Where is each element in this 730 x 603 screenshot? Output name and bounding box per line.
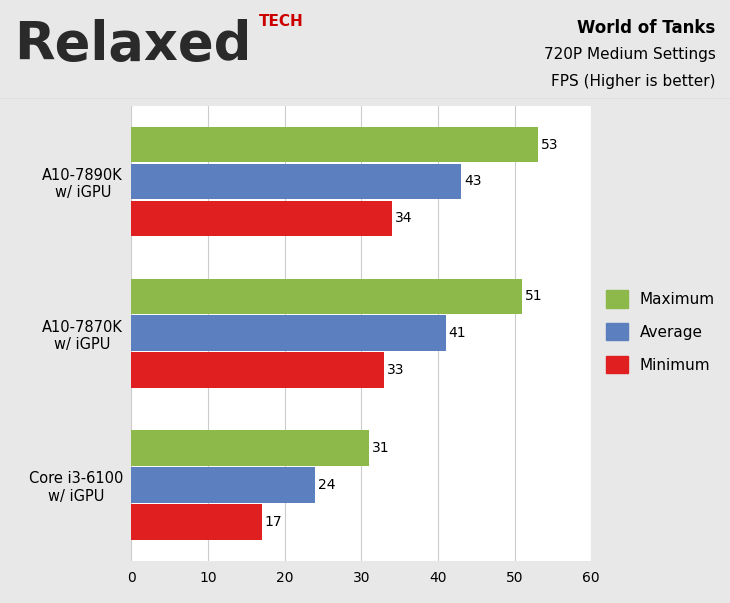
Bar (131, 504, 262, 540)
Bar (131, 279, 523, 314)
Text: World of Tanks: World of Tanks (577, 19, 715, 37)
Text: 720P Medium Settings: 720P Medium Settings (544, 47, 715, 62)
Legend: Maximum, Average, Minimum: Maximum, Average, Minimum (602, 285, 720, 378)
Text: 17: 17 (265, 515, 283, 529)
Text: 33: 33 (388, 363, 405, 377)
Bar (131, 431, 369, 466)
Bar (131, 315, 446, 351)
Text: 43: 43 (464, 174, 482, 188)
Bar (131, 201, 392, 236)
Text: 31: 31 (372, 441, 390, 455)
Text: 51: 51 (526, 289, 543, 303)
Text: FPS (Higher is better): FPS (Higher is better) (551, 74, 715, 89)
Bar (131, 467, 315, 503)
Text: Relaxed: Relaxed (15, 19, 252, 71)
Text: 24: 24 (318, 478, 336, 492)
Text: TECH: TECH (259, 14, 304, 30)
Bar (131, 127, 538, 162)
Bar (131, 163, 461, 199)
Bar (131, 352, 385, 388)
Text: 53: 53 (541, 137, 558, 151)
Text: 41: 41 (449, 326, 466, 340)
Text: 34: 34 (395, 211, 412, 226)
